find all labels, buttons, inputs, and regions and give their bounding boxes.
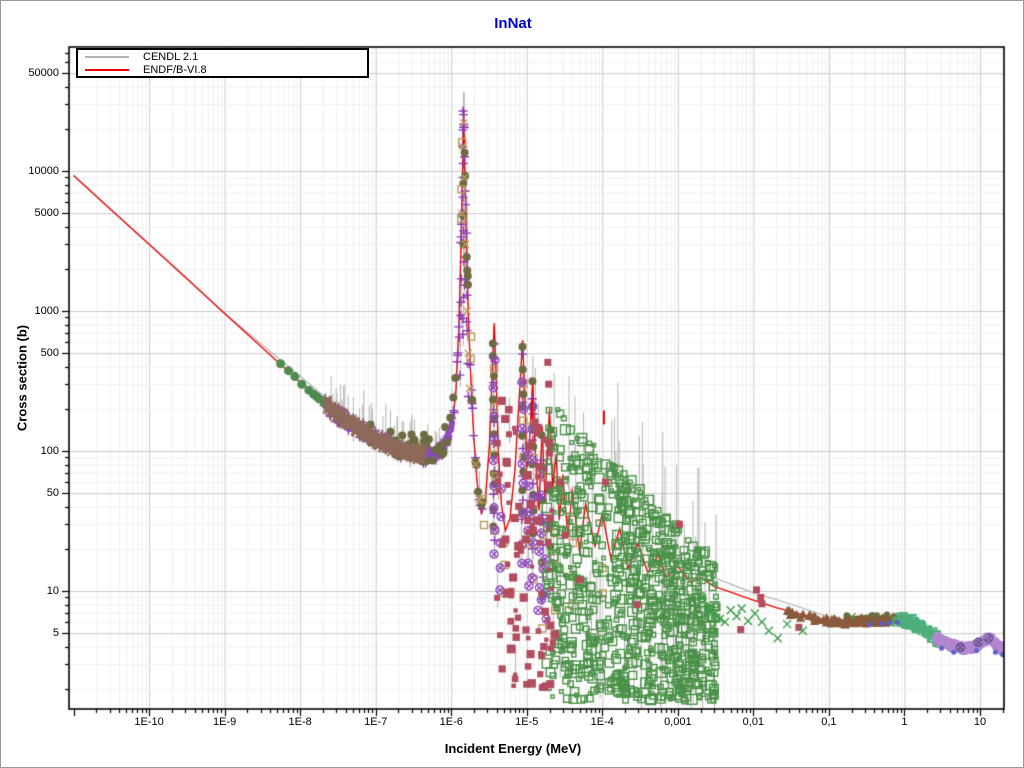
chart-title: InNat — [494, 15, 532, 32]
y-tick-label: 500 — [40, 347, 59, 360]
x-tick-label: 1 — [901, 716, 908, 728]
x-tick-label: 0,1 — [821, 716, 837, 728]
y-tick-label: 50000 — [28, 67, 59, 80]
x-axis-title: Incident Energy (MeV) — [444, 741, 582, 756]
y-axis-title: Cross section (b) — [14, 324, 30, 432]
y-tick-label: 10000 — [28, 165, 59, 178]
x-tick-label: 1E-4 — [590, 716, 614, 728]
legend-line-swatch — [85, 55, 129, 58]
y-tick-label: 1000 — [34, 305, 59, 318]
legend-label: ENDF/B-VI.8 — [143, 63, 207, 76]
x-tick-label: 1E-5 — [515, 716, 539, 728]
y-tick-label: 10 — [46, 585, 59, 597]
x-tick-label: 1E-7 — [364, 716, 388, 728]
x-tick-label: 0,001 — [664, 716, 692, 728]
y-tick-label: 5000 — [34, 207, 59, 220]
y-tick-label: 100 — [40, 445, 59, 457]
x-tick-label: 10 — [973, 716, 987, 728]
x-tick-label: 1E-10 — [134, 716, 164, 728]
legend-entry: CENDL 2.1 — [78, 50, 367, 63]
x-tick-label: 1E-8 — [288, 716, 312, 728]
y-tick-label: 50 — [46, 487, 59, 500]
y-tick-label: 5 — [52, 627, 59, 640]
x-tick-label: 1E-6 — [439, 716, 463, 728]
x-tick-label: 0,01 — [742, 716, 765, 728]
legend-entry: ENDF/B-VI.8 — [78, 63, 367, 76]
x-tick-label: 1E-9 — [213, 716, 237, 728]
legend-line-swatch — [85, 68, 129, 71]
legend-label: CENDL 2.1 — [143, 50, 199, 63]
legend: CENDL 2.1 ENDF/B-VI.8 — [76, 48, 369, 78]
